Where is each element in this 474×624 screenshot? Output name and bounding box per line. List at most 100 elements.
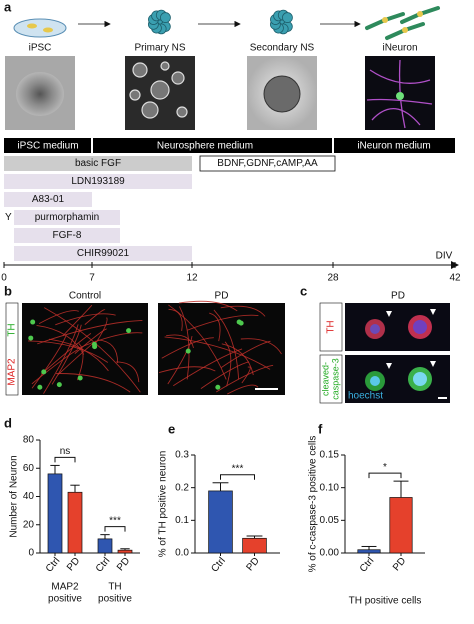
factor-bar [14,228,120,243]
sphere-cell [160,12,171,23]
panel-title: PD [391,291,405,302]
stain-box [319,302,343,352]
nucleus-image [413,320,427,334]
neuron-body [402,27,408,33]
div-tick-label: 42 [449,273,461,284]
th-cell-image [238,320,244,326]
dish-icon [13,18,67,38]
stain-label: TH [7,323,18,336]
significance-bracket [368,472,402,479]
th-cell-image [28,335,34,341]
group-label: positive [48,594,82,605]
stain-label: cleaved- [320,362,330,396]
media-bar [4,138,455,153]
nucleus-image [370,376,380,386]
factor-bar [14,210,120,225]
arrowhead-marker [386,311,392,317]
neurite-image [161,337,214,359]
neurite-image [43,324,79,394]
th-cell-image [77,375,83,381]
factor-label: A83-01 [32,194,65,205]
y-tick-label: 0.3 [175,450,189,461]
panel-label: e [168,421,175,436]
th-cell-image [126,328,132,334]
panel-label: d [4,415,12,430]
factor-label: basic FGF [75,158,121,169]
neuron-body [417,11,423,17]
arrowhead-marker [430,309,436,315]
neurite-image [168,304,227,380]
neurite-image [27,340,109,363]
stage-label: Secondary NS [250,43,315,54]
group-label: MAP2 [51,582,79,593]
stain-box [5,302,19,396]
neurite-image [49,338,109,372]
axis-label: DIV [436,251,453,262]
bar [67,491,83,554]
media-label: iPSC medium [17,141,78,152]
factor-label: FGF-8 [53,230,82,241]
sphere-image [160,61,170,71]
colony [27,23,37,29]
y-tick-label: 0.15 [320,450,340,461]
neurite-image [77,332,143,350]
neurite-image [215,364,274,393]
x-tick-label: PD [391,556,408,574]
y-tick-label: 0 [28,548,34,559]
group-label: positive [98,594,132,605]
neurite-image [220,305,266,317]
micrograph [158,303,285,395]
sphere-image [132,62,148,78]
x-tick-label: Ctrl [44,556,62,575]
y-tick-label: 0.00 [320,548,340,559]
column-label: Control [69,291,101,302]
neurite-image [371,107,421,126]
th-cell-image [41,369,47,375]
neurite-image [76,343,84,381]
neurite-image [38,310,79,324]
layer: a iPSC Primary NS Secondary NS iNeuron iPSC m… [1,0,461,607]
div-tick-label: 7 [89,273,95,284]
stage-label: iNeuron [382,43,417,54]
y-tick-label: 60 [23,463,35,474]
neurite-image [116,361,140,383]
media-label: Neurosphere medium [157,141,253,152]
media-label: iNeuron medium [357,141,430,152]
div-tick-label: 0 [1,273,7,284]
factor-label: purmorphamin [35,212,99,223]
y-tick-label: 0.1 [175,515,189,526]
significance-label: *** [109,515,121,526]
stain-label: TH [326,320,337,333]
neurite-image [209,312,221,342]
div-tick-label: 12 [186,273,198,284]
neurite-image [164,336,271,370]
significance-label: ns [60,446,71,457]
factor-label: Y [5,212,12,223]
neurite-image [51,324,82,385]
bar [242,537,267,554]
y-axis-label: % of c-caspase-3 positive cells [308,436,319,573]
sphere-image [129,89,141,101]
stage-label: iPSC [29,43,52,54]
stain-box [319,354,343,404]
bar [357,549,381,554]
th-cell-image [37,384,43,390]
bar [389,497,413,554]
group-label: TH [108,582,121,593]
neurite-image [167,335,193,385]
neurite-image [168,308,183,332]
nucleus-image [413,372,427,386]
neurite-image [221,343,254,376]
neurite-image [227,384,259,395]
stain-label: caspase-3 [330,358,340,400]
bar [97,538,113,554]
neurite-image [166,334,194,349]
panel-label: f [318,421,323,436]
neurite-image [240,338,282,355]
neuron-body [382,17,388,23]
neurite-image [31,349,79,385]
neurite-image [178,300,238,312]
sphere-image [171,71,185,85]
y-axis-label: % of TH positive neuron [158,451,169,558]
